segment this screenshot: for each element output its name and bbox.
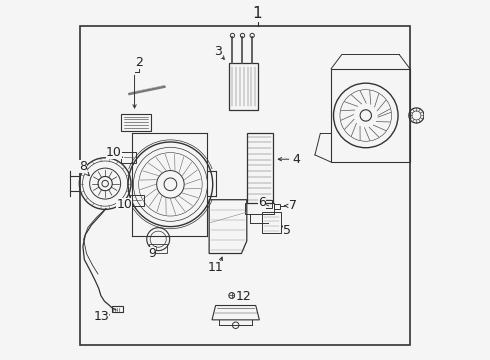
Bar bbox=[262, 212, 281, 233]
Text: 10: 10 bbox=[106, 145, 122, 158]
Bar bbox=[122, 152, 136, 163]
Text: 8: 8 bbox=[79, 160, 87, 173]
Text: 9: 9 bbox=[148, 247, 156, 260]
Text: 11: 11 bbox=[208, 261, 223, 274]
Bar bbox=[247, 134, 272, 203]
Text: 7: 7 bbox=[289, 199, 297, 212]
Text: 13: 13 bbox=[94, 310, 109, 324]
Text: 3: 3 bbox=[214, 45, 222, 58]
Text: 2: 2 bbox=[135, 56, 143, 69]
Bar bbox=[274, 204, 280, 209]
Bar bbox=[245, 203, 274, 214]
Text: 10: 10 bbox=[116, 198, 132, 211]
Text: 1: 1 bbox=[253, 6, 262, 21]
Bar bbox=[262, 201, 272, 208]
Bar bbox=[112, 306, 123, 312]
Bar bbox=[129, 195, 144, 206]
Bar bbox=[229, 63, 258, 110]
Text: 5: 5 bbox=[283, 224, 292, 237]
Bar bbox=[122, 114, 151, 131]
Text: 12: 12 bbox=[235, 290, 251, 303]
Bar bbox=[149, 244, 167, 253]
Text: 6: 6 bbox=[258, 196, 266, 209]
Text: 4: 4 bbox=[293, 153, 300, 166]
